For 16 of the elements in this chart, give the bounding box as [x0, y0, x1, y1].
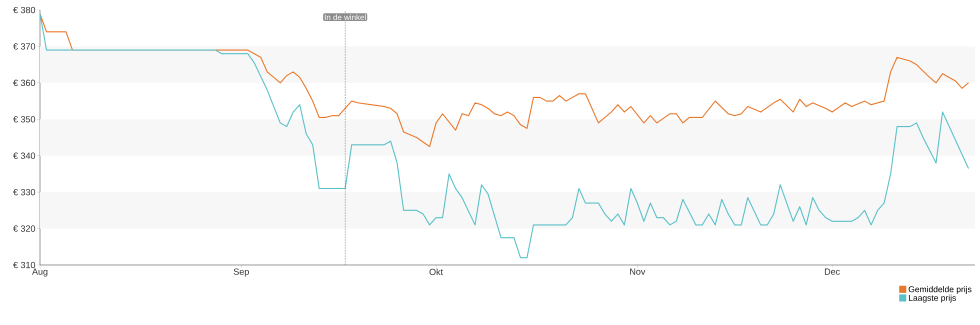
y-tick-label: € 370 [13, 43, 36, 50]
x-tick-label: Okt [430, 268, 443, 276]
y-tick-label: € 310 [13, 262, 36, 268]
x-tick-label: Nov [630, 268, 646, 275]
x-tick-label: Dec [824, 268, 840, 275]
legend-label: Gemiddelde prijs [908, 286, 972, 294]
line-series [39, 13, 970, 148]
y-tick-label: € 320 [13, 225, 36, 232]
y-tick-label: € 350 [13, 116, 36, 122]
x-tick-label: Aug [32, 268, 48, 277]
x-tick-label: Sep [234, 268, 249, 277]
y-tick-label: € 360 [13, 80, 36, 86]
y-tick-label: € 340 [13, 152, 36, 159]
y-tick-label: € 380 [13, 6, 36, 14]
y-tick-label: € 330 [13, 188, 36, 196]
legend-label: Laagste prijs [908, 294, 956, 303]
